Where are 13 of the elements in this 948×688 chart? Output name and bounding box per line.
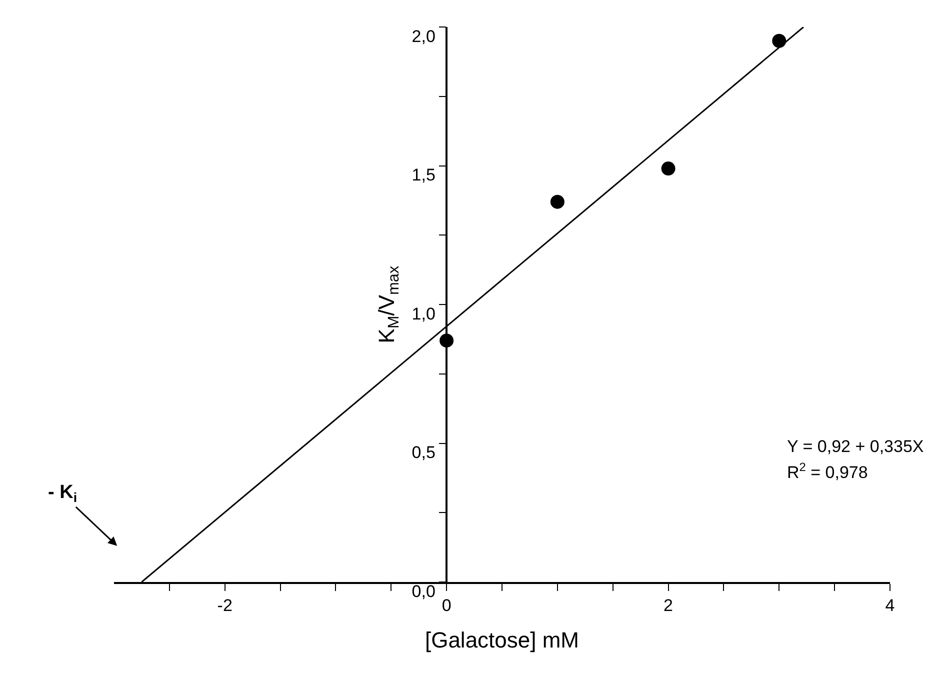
annotation: R$^{2}$ = 0,978 <box>787 460 868 482</box>
x-axis-title: [Galactose] mM <box>424 628 580 653</box>
y-tick-label: 0,5 <box>412 443 436 462</box>
y-tick-label: 2,0 <box>412 26 436 46</box>
x-tick-label: 4 <box>885 596 895 616</box>
x-tick-label: 2 <box>664 596 674 616</box>
x-tick-label: 0 <box>442 596 452 616</box>
y-tick-label: 1,5 <box>412 166 436 185</box>
annotation: Y = 0,92 + 0,335X <box>787 437 924 456</box>
x-tick-label: -2 <box>217 596 232 616</box>
y-tick-label: 1,0 <box>412 304 436 324</box>
y-tick-label: 0,0 <box>412 582 436 601</box>
text: - K$_{i}$ <box>48 482 78 505</box>
